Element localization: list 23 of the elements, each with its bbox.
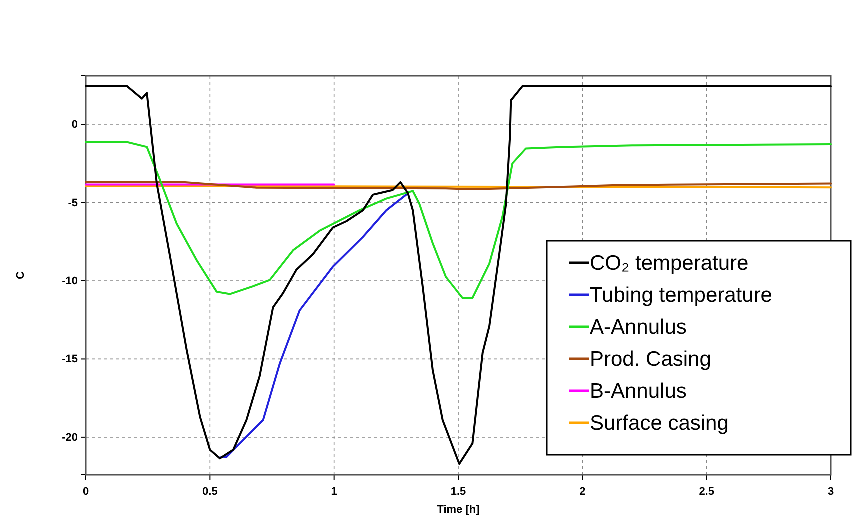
legend-label: CO₂ temperature [590,252,749,275]
line-series [219,194,408,459]
x-axis-title: Time [h] [437,504,480,516]
y-tick-label: -5 [68,197,78,210]
legend-label: A-Annulus [590,316,687,339]
line-series [85,85,832,466]
x-tick-label: 2.5 [699,486,714,498]
y-tick-label: -10 [62,275,78,288]
x-tick-label: 3 [828,486,834,498]
legend-label: Tubing temperature [590,284,772,307]
x-tick-label: 0 [82,486,90,498]
x-tick-label: 1.5 [450,486,466,498]
x-tick-label: 0.5 [202,486,218,498]
y-tick-label: -15 [62,354,78,366]
y-tick-label: -20 [62,432,78,444]
x-tick-label: 2 [580,486,586,498]
y-axis-title: C [15,271,27,280]
legend-label: Prod. Casing [590,348,712,371]
legend-label: Surface casing [590,412,729,435]
y-tick-label: 0 [72,119,78,132]
line-series [85,181,832,190]
legend-label: B-Annulus [590,380,687,403]
x-tick-label: 1 [331,486,338,498]
